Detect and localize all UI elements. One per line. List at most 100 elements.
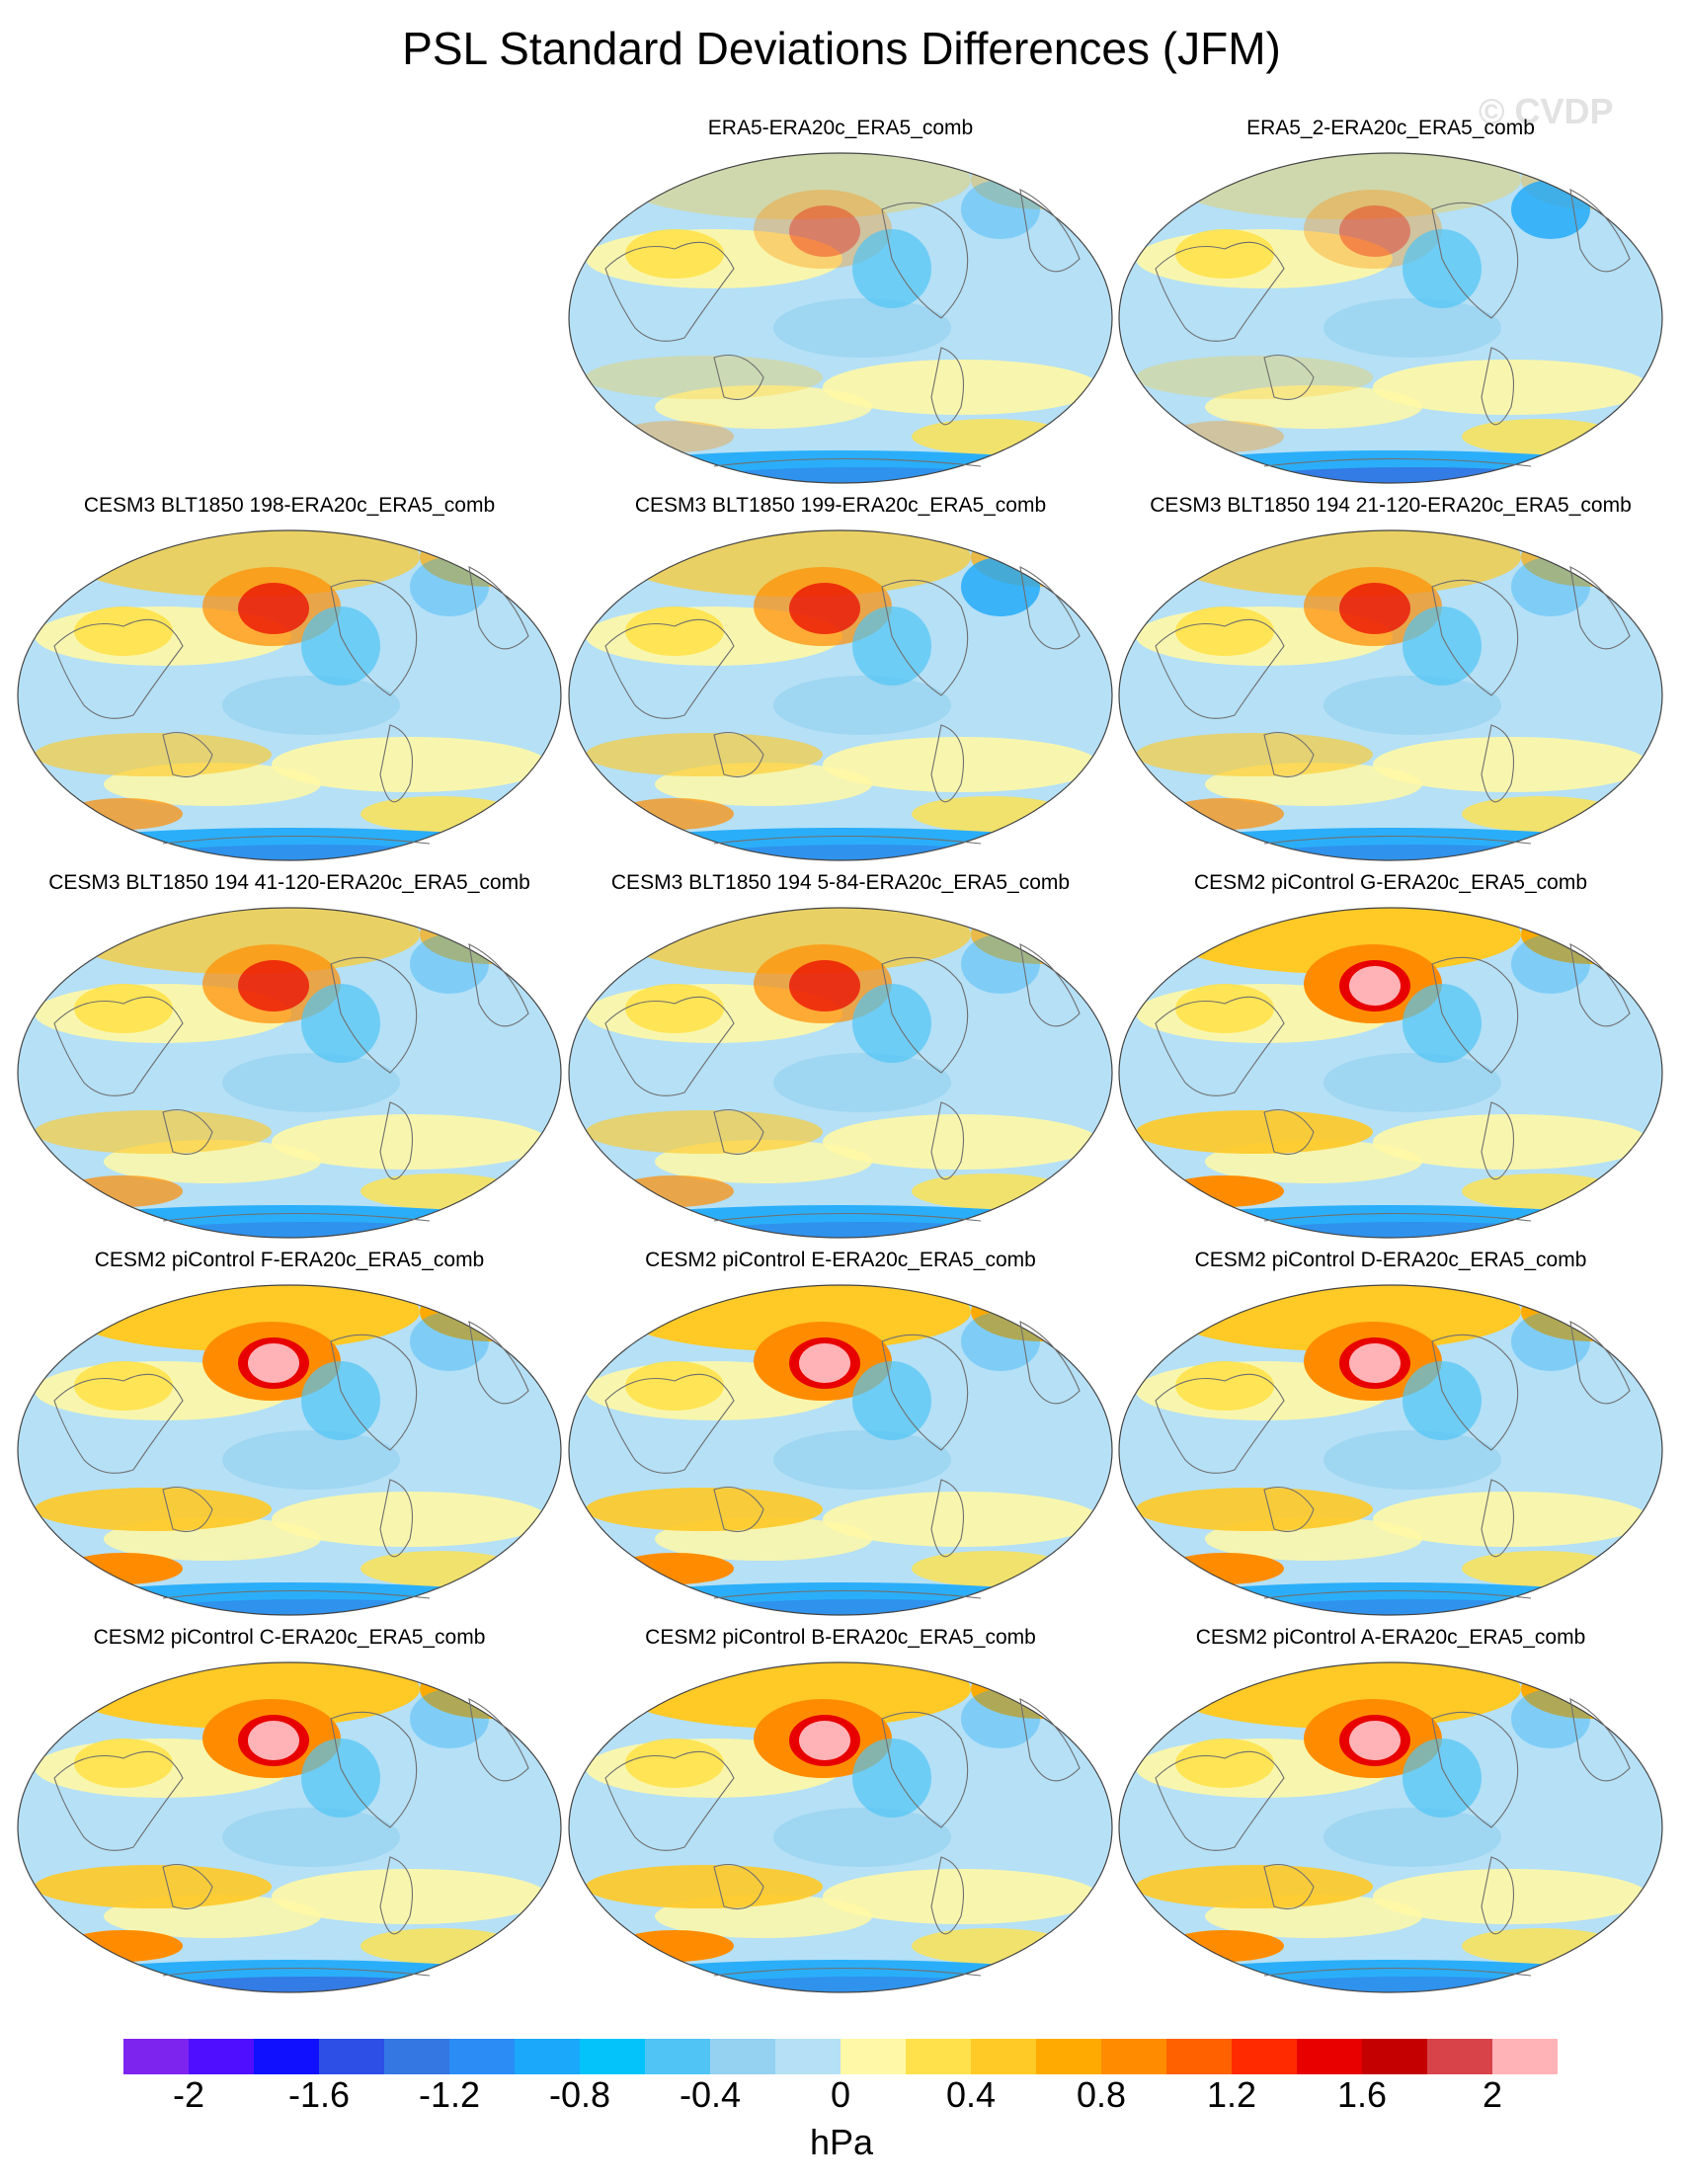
colorbar-box	[1232, 2039, 1298, 2074]
robinson-map	[17, 1284, 562, 1616]
panel-title: CESM3 BLT1850 194 21-120-ERA20c_ERA5_com…	[1150, 494, 1632, 517]
globe-outline	[1118, 529, 1663, 861]
coastlines	[53, 943, 529, 1222]
colorbar-box	[254, 2039, 320, 2074]
map-panel: CESM2 piControl F-ERA20c_ERA5_comb	[15, 1249, 564, 1624]
coastlines	[604, 943, 1081, 1222]
globe-outline	[17, 1661, 562, 1993]
robinson-map	[17, 1661, 562, 1993]
panel-title: CESM3 BLT1850 194 5-84-ERA20c_ERA5_comb	[610, 871, 1071, 894]
globe-outline	[568, 1284, 1113, 1616]
colorbar-tick-label: 2	[1482, 2074, 1503, 2115]
globe-outline	[568, 907, 1113, 1239]
coastlines	[604, 189, 1081, 467]
coastlines	[1155, 189, 1631, 467]
colorbar-box	[1166, 2039, 1233, 2074]
coastlines	[53, 1698, 529, 1977]
robinson-map	[1118, 1661, 1663, 1993]
colorbar-box	[515, 2039, 581, 2074]
robinson-map	[17, 907, 562, 1239]
coastlines	[1155, 1321, 1631, 1599]
colorbar-tick-label: -0.8	[548, 2074, 611, 2115]
map-panel: ERA5_2-ERA20c_ERA5_comb	[1116, 117, 1665, 492]
map-panel: CESM2 piControl G-ERA20c_ERA5_comb	[1116, 871, 1665, 1247]
cvdp-watermark: © CVDP	[1479, 91, 1614, 131]
globe-outline	[17, 1284, 562, 1616]
robinson-map	[1118, 152, 1663, 484]
colorbar-box	[123, 2039, 190, 2074]
map-panel: CESM2 piControl B-ERA20c_ERA5_comb	[566, 1626, 1115, 2001]
globe-outline	[17, 907, 562, 1239]
colorbar-box	[319, 2039, 385, 2074]
panel-title: CESM2 piControl D-ERA20c_ERA5_comb	[1194, 1249, 1587, 1271]
colorbar-tick-label: -0.4	[679, 2074, 742, 2115]
colorbar-box	[645, 2039, 711, 2074]
figure-title: PSL Standard Deviations Differences (JFM…	[402, 23, 1281, 74]
colorbar-tick-label: 1.2	[1206, 2074, 1257, 2115]
colorbar-units: hPa	[809, 2122, 874, 2162]
panel-title: CESM2 piControl B-ERA20c_ERA5_comb	[645, 1626, 1036, 1649]
map-panel: CESM2 piControl D-ERA20c_ERA5_comb	[1116, 1249, 1665, 1624]
map-panel: CESM2 piControl A-ERA20c_ERA5_comb	[1116, 1626, 1665, 2001]
coastlines	[53, 566, 529, 845]
panel-title: CESM2 piControl F-ERA20c_ERA5_comb	[94, 1249, 485, 1271]
robinson-map	[568, 907, 1113, 1239]
colorbar-tick-label: -1.2	[418, 2074, 481, 2115]
coastlines	[604, 1321, 1081, 1599]
coastlines	[1155, 943, 1631, 1222]
colorbar-box	[449, 2039, 516, 2074]
globe-outline	[568, 529, 1113, 861]
robinson-map	[568, 152, 1113, 484]
map-panel: CESM3 BLT1850 198-ERA20c_ERA5_comb	[15, 494, 564, 869]
colorbar-tick-label: 0.4	[945, 2074, 997, 2115]
globe-outline	[17, 529, 562, 861]
coastlines	[1155, 1698, 1631, 1977]
colorbar-box	[1427, 2039, 1493, 2074]
colorbar	[123, 2039, 1558, 2074]
map-panel: CESM3 BLT1850 194 41-120-ERA20c_ERA5_com…	[15, 871, 564, 1247]
globe-outline	[568, 1661, 1113, 1993]
colorbar-box	[189, 2039, 255, 2074]
panel-title: CESM2 piControl G-ERA20c_ERA5_comb	[1194, 871, 1587, 894]
panel-title: CESM2 piControl E-ERA20c_ERA5_comb	[645, 1249, 1036, 1271]
robinson-map	[1118, 529, 1663, 861]
panel-title: CESM3 BLT1850 198-ERA20c_ERA5_comb	[83, 494, 496, 517]
globe-outline	[1118, 1284, 1663, 1616]
colorbar-box	[906, 2039, 972, 2074]
robinson-map	[17, 529, 562, 861]
colorbar-tick-label: 0.8	[1076, 2074, 1127, 2115]
colorbar-box	[971, 2039, 1037, 2074]
panel-title: ERA5-ERA20c_ERA5_comb	[707, 117, 974, 139]
colorbar-box	[384, 2039, 450, 2074]
panel-title: CESM2 piControl C-ERA20c_ERA5_comb	[93, 1626, 486, 1649]
colorbar-tick-label: -2	[172, 2074, 204, 2115]
globe-outline	[1118, 152, 1663, 484]
map-panel: CESM2 piControl E-ERA20c_ERA5_comb	[566, 1249, 1115, 1624]
map-panel: CESM2 piControl C-ERA20c_ERA5_comb	[15, 1626, 564, 2001]
robinson-map	[568, 529, 1113, 861]
robinson-map	[1118, 1284, 1663, 1616]
robinson-map	[568, 1661, 1113, 1993]
globe-outline	[1118, 1661, 1663, 1993]
colorbar-tick-label: 1.6	[1336, 2074, 1388, 2115]
colorbar-box	[1101, 2039, 1167, 2074]
colorbar-tick-label: 0	[830, 2074, 851, 2115]
globe-outline	[1118, 907, 1663, 1239]
map-panel: CESM3 BLT1850 199-ERA20c_ERA5_comb	[566, 494, 1115, 869]
colorbar-box	[580, 2039, 646, 2074]
colorbar-box	[841, 2039, 907, 2074]
robinson-map	[1118, 907, 1663, 1239]
colorbar-box	[1492, 2039, 1558, 2074]
coastlines	[604, 1698, 1081, 1977]
globe-outline	[568, 152, 1113, 484]
coastlines	[1155, 566, 1631, 845]
colorbar-box	[775, 2039, 842, 2074]
colorbar-tick-label: -1.6	[287, 2074, 351, 2115]
robinson-map	[568, 1284, 1113, 1616]
colorbar-box	[1362, 2039, 1428, 2074]
panel-title: CESM2 piControl A-ERA20c_ERA5_comb	[1195, 1626, 1586, 1649]
colorbar-box	[710, 2039, 776, 2074]
coastlines	[53, 1321, 529, 1599]
coastlines	[604, 566, 1081, 845]
panel-title: CESM3 BLT1850 199-ERA20c_ERA5_comb	[634, 494, 1047, 517]
